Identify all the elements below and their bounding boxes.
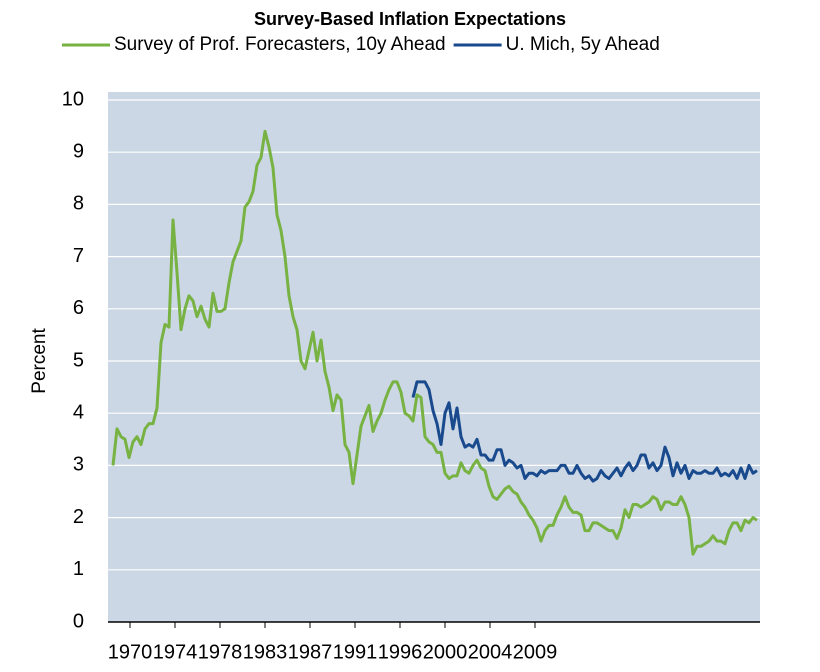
y-tick-label: 4 <box>73 401 84 423</box>
y-tick-label: 8 <box>73 193 84 215</box>
x-tick-label: 1996 <box>378 641 423 663</box>
legend-label: U. Mich, 5y Ahead <box>506 34 660 55</box>
y-tick-label: 6 <box>73 297 84 319</box>
x-tick-label: 1970 <box>108 641 153 663</box>
x-tick-label: 1978 <box>198 641 243 663</box>
y-tick-label: 1 <box>73 558 84 580</box>
x-tick-label: 2009 <box>513 641 558 663</box>
y-tick-label: 10 <box>62 88 84 110</box>
y-tick-label: 3 <box>73 454 84 476</box>
series-line <box>111 129 758 556</box>
y-tick-label: 5 <box>73 349 84 371</box>
x-tick-label: 2004 <box>468 641 513 663</box>
y-axis-label: Percent <box>29 328 50 394</box>
chart-title: Survey-Based Inflation Expectations <box>254 9 566 29</box>
x-tick-label: 1991 <box>333 641 378 663</box>
y-tick-label: 9 <box>73 140 84 162</box>
x-tick-label: 1983 <box>243 641 288 663</box>
x-tick-label: 1974 <box>153 641 198 663</box>
y-tick-label: 2 <box>73 506 84 528</box>
legend-label: Survey of Prof. Forecasters, 10y Ahead <box>114 34 446 55</box>
series-line <box>411 380 758 483</box>
plot-background <box>108 92 760 622</box>
x-tick-label: 2000 <box>423 641 468 663</box>
y-tick-label: 7 <box>73 245 84 267</box>
x-tick-label: 1987 <box>288 641 333 663</box>
y-tick-label: 0 <box>73 610 84 632</box>
